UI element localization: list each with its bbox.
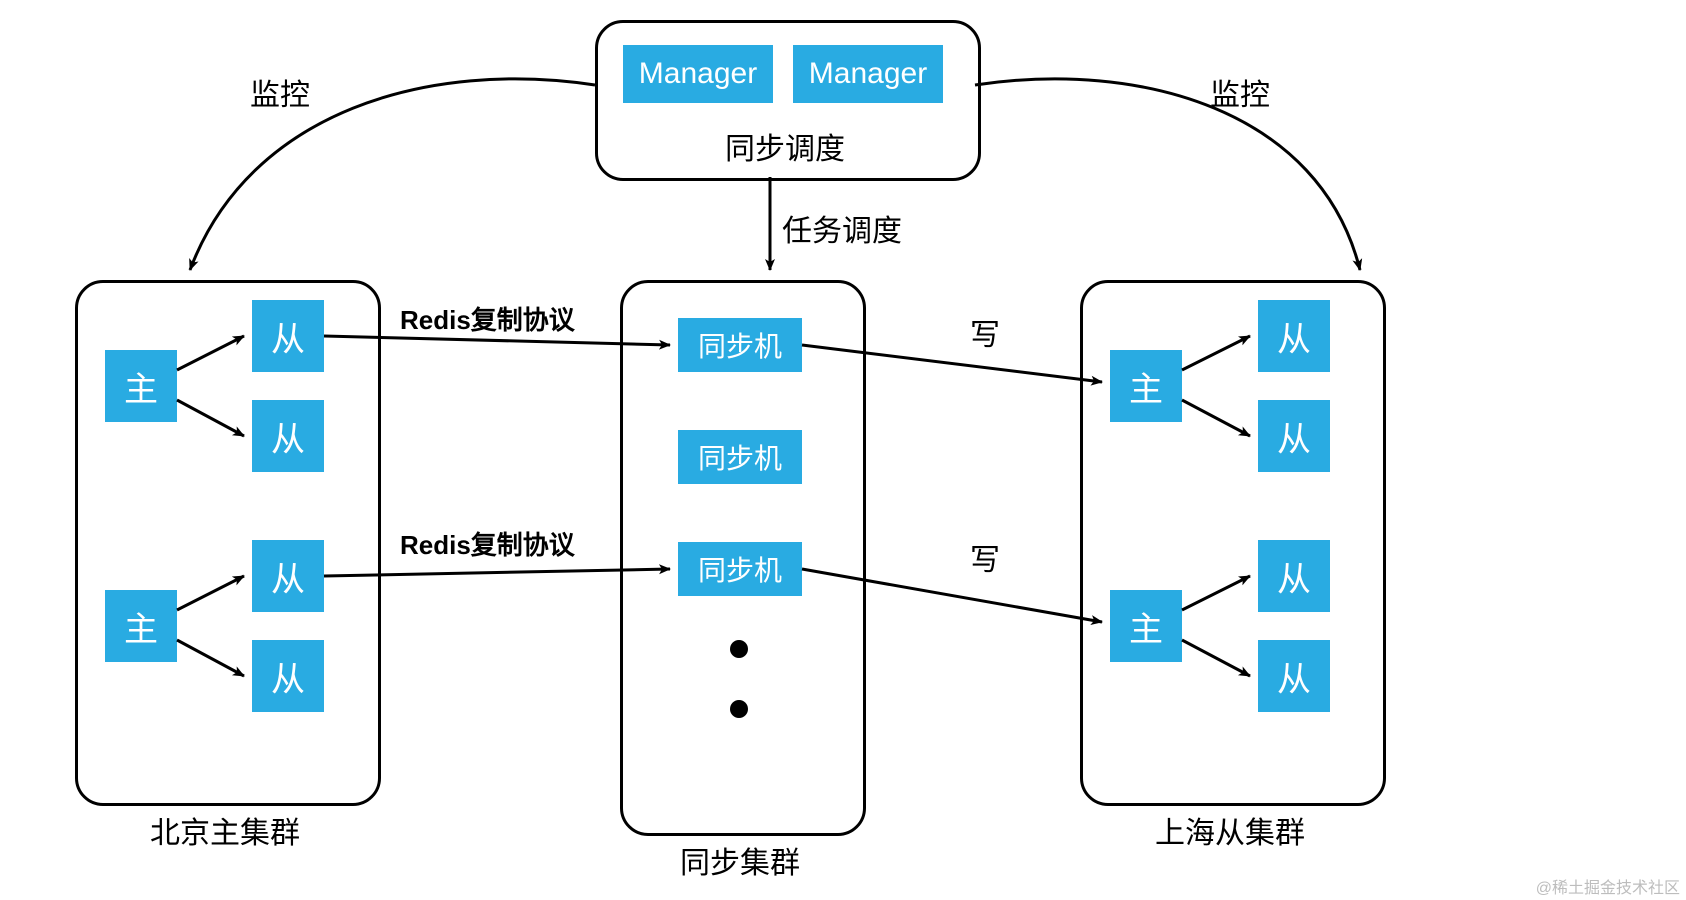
bj-master-1: 主 [105,350,177,422]
sync-node-2: 同步机 [678,430,802,484]
node-label: 同步机 [698,325,782,365]
sync-title: 同步集群 [620,838,860,882]
sh-slave-1a: 从 [1258,300,1330,372]
node-label: 从 [271,652,305,701]
node-label: 同步机 [698,437,782,477]
node-label: 从 [1277,412,1311,461]
watermark: @稀土掘金技术社区 [1536,874,1680,898]
node-label: 从 [271,552,305,601]
sh-master-1: 主 [1110,350,1182,422]
sh-master-2: 主 [1110,590,1182,662]
node-label: 主 [124,602,158,651]
sync-node-3: 同步机 [678,542,802,596]
monitor-right-label: 监控 [1210,70,1270,114]
sh-slave-1b: 从 [1258,400,1330,472]
scheduler-title: 同步调度 [595,124,975,168]
manager-node-2: Manager [793,45,943,103]
node-label: 从 [1277,552,1311,601]
node-label: 从 [271,312,305,361]
monitor-left-label: 监控 [250,70,310,114]
node-label: 从 [1277,652,1311,701]
manager-node-1: Manager [623,45,773,103]
sync-node-1: 同步机 [678,318,802,372]
node-label: 主 [124,362,158,411]
redis-protocol-1-label: Redis复制协议 [400,300,575,337]
node-label: 主 [1129,602,1163,651]
bj-master-2: 主 [105,590,177,662]
node-label: 同步机 [698,549,782,589]
redis-protocol-2-label: Redis复制协议 [400,525,575,562]
node-label: 主 [1129,362,1163,411]
ellipsis-dot-2 [730,700,748,718]
manager-label: Manager [809,57,927,91]
bj-slave-2a: 从 [252,540,324,612]
node-label: 从 [271,412,305,461]
task-schedule-label: 任务调度 [782,206,902,250]
shanghai-title: 上海从集群 [1080,808,1380,852]
node-label: 从 [1277,312,1311,361]
write-1-label: 写 [970,310,1000,354]
sh-slave-2a: 从 [1258,540,1330,612]
sh-slave-2b: 从 [1258,640,1330,712]
manager-label: Manager [639,57,757,91]
bj-slave-1a: 从 [252,300,324,372]
bj-slave-1b: 从 [252,400,324,472]
write-2-label: 写 [970,535,1000,579]
bj-slave-2b: 从 [252,640,324,712]
beijing-title: 北京主集群 [75,808,375,852]
ellipsis-dot-1 [730,640,748,658]
